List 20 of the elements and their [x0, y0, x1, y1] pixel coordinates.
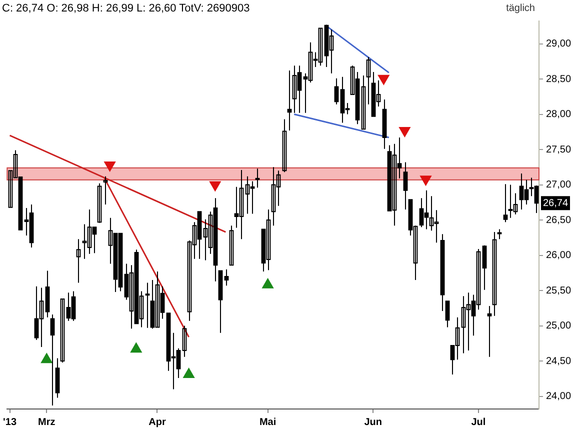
y-tick-label: 26,00 [546, 250, 572, 262]
y-tick-label: 24,50 [546, 356, 572, 367]
y-tick-label: 27,50 [546, 144, 572, 156]
y-tick-label: 29,00 [546, 38, 572, 50]
y-tick-label: 27,00 [546, 180, 572, 191]
x-tick-label: '13 [3, 416, 17, 428]
annotation: 26,74 [542, 198, 568, 209]
x-tick-label: Mrz [38, 416, 56, 428]
text: täglich [506, 2, 535, 14]
x-tick-label: Jun [364, 416, 382, 428]
chart-title: C: 26,74 O: 26,98 H: 26,99 L: 26,60 TotV: 2690903 [2, 2, 250, 15]
y-tick-label: 26,50 [546, 214, 572, 226]
y-tick-label: 25,00 [546, 320, 572, 332]
x-tick-label: Mai [259, 416, 276, 428]
x-tick-label: Jul [471, 416, 486, 428]
y-tick-label: 25,50 [546, 285, 572, 296]
y-tick-label: 28,50 [546, 74, 572, 85]
y-tick-label: 28,00 [546, 109, 572, 120]
y-tick-label: 24,00 [546, 391, 572, 402]
x-tick-label: Apr [148, 416, 166, 428]
